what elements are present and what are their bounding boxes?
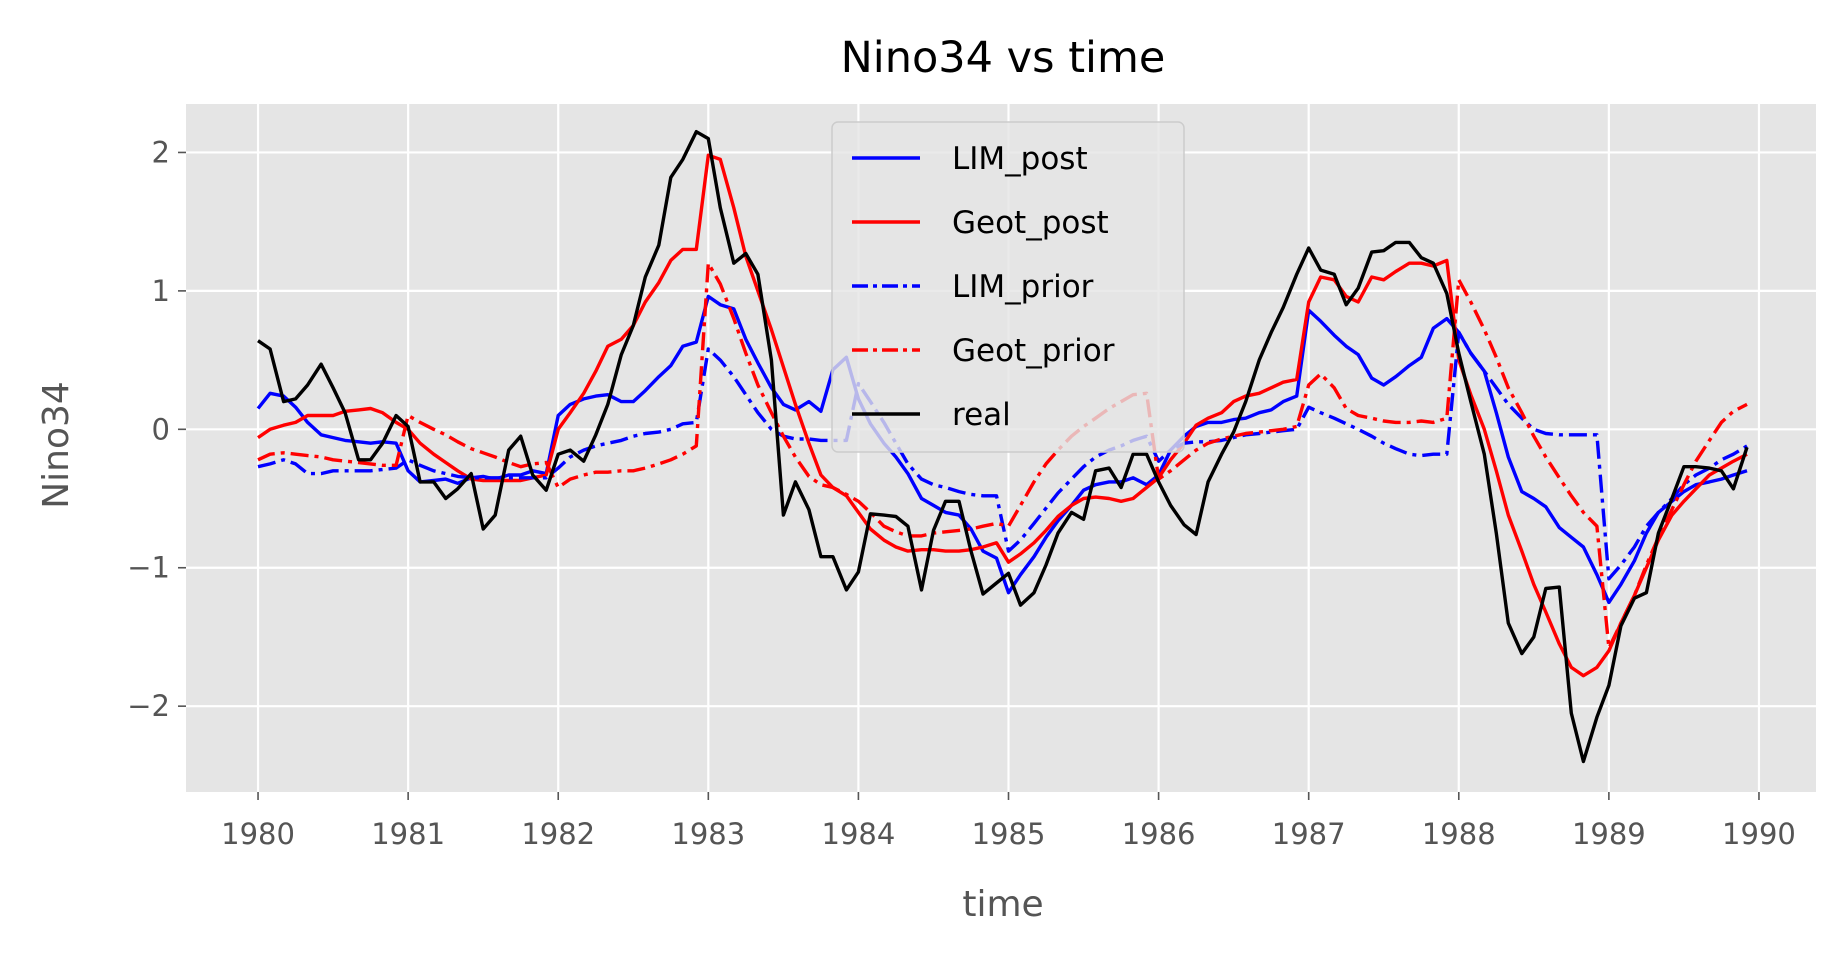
series-line-geot-prior <box>257 261 1748 650</box>
x-tick-label: 1983 <box>671 817 745 851</box>
legend-box <box>831 121 1185 453</box>
x-tick-label: 1984 <box>822 817 896 851</box>
y-tick-label: −2 <box>127 689 170 723</box>
x-tick-label: 1985 <box>972 817 1046 851</box>
series-line-lim-post <box>256 294 1748 605</box>
x-tick-label: 1989 <box>1572 817 1646 851</box>
legend-label: LIM_post <box>952 141 1088 177</box>
chart-title: Nino34 vs time <box>841 33 1166 83</box>
x-tick-label: 1986 <box>1122 817 1196 851</box>
x-tick-label: 1988 <box>1422 817 1496 851</box>
y-tick-label: 2 <box>152 135 170 169</box>
legend-label: Geot_post <box>952 205 1109 241</box>
x-tick-label: 1990 <box>1722 817 1796 851</box>
series-group <box>256 130 1749 764</box>
x-tick-label: 1980 <box>221 817 295 851</box>
legend-label: Geot_prior <box>952 333 1115 369</box>
x-tick-label: 1982 <box>521 817 595 851</box>
y-tick-label: −1 <box>127 551 170 585</box>
y-tick-label: 0 <box>152 412 170 446</box>
x-axis-label: time <box>962 884 1043 925</box>
legend-label: LIM_prior <box>952 269 1094 305</box>
series-line-real <box>257 130 1749 764</box>
y-axis-label: Nino34 <box>36 381 77 509</box>
x-tick-label: 1981 <box>371 817 445 851</box>
series-line-geot-post <box>257 153 1748 678</box>
x-tick-label: 1987 <box>1272 817 1346 851</box>
legend-label: real <box>952 397 1011 433</box>
axis-ticks: 1980 1981 1982 1983 1984 1985 1986 1987 1988 1989… <box>127 135 1796 851</box>
y-tick-label: 1 <box>152 274 170 308</box>
